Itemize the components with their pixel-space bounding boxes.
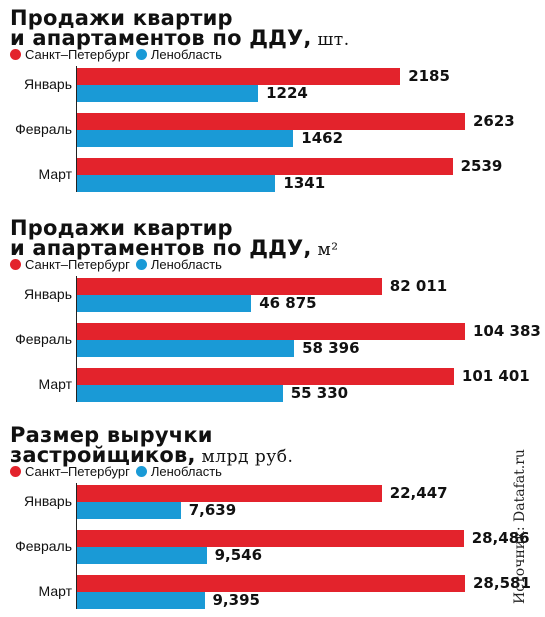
bar-lo <box>77 130 294 147</box>
category-label: Январь <box>24 493 72 509</box>
data-label: 2539 <box>460 157 503 175</box>
bar-lo <box>77 592 205 609</box>
data-label: 46 875 <box>259 294 317 312</box>
legend-item-spb: Санкт–Петербург <box>10 464 130 479</box>
legend: Санкт–Петербург Ленобласть <box>10 47 228 62</box>
data-label: 1341 <box>283 174 326 192</box>
legend-label: Санкт–Петербург <box>25 257 130 272</box>
chart-unit: шт. <box>311 30 350 50</box>
data-label: 2185 <box>408 67 450 85</box>
chart-title: Продажи квартир <box>10 216 233 240</box>
chart-title: Продажи квартир <box>10 6 233 30</box>
data-label: 22,447 <box>389 484 448 502</box>
axis-line <box>76 483 77 609</box>
bar-lo <box>77 340 295 357</box>
chart-title-text: и апартаментов по ДДУ, <box>10 236 312 260</box>
source-note: Источник: Datafat.ru <box>512 449 528 604</box>
bar-spb <box>77 368 454 385</box>
bar-spb <box>77 485 382 502</box>
chart-title-line2: застройщиков, млрд руб. <box>10 445 293 468</box>
data-label: 82 011 <box>389 277 448 295</box>
data-label: 1224 <box>266 84 308 102</box>
bar-spb <box>77 68 401 85</box>
category-label: Январь <box>24 286 72 302</box>
legend-dot-icon <box>10 49 21 60</box>
data-label: 55 330 <box>290 384 349 402</box>
legend-dot-icon <box>135 259 147 270</box>
legend-item-spb: Санкт–Петербург <box>10 257 130 272</box>
axis-line <box>76 66 77 192</box>
axis-line <box>76 276 77 402</box>
bar-spb <box>77 323 465 340</box>
category-label: Март <box>38 166 73 182</box>
category-label: Февраль <box>15 121 72 137</box>
legend-dot-icon <box>135 466 147 477</box>
bar-spb <box>77 575 465 592</box>
data-label: 101 401 <box>461 367 530 385</box>
data-label: 1462 <box>301 129 344 147</box>
legend-item-lo: Ленобласть <box>135 47 222 62</box>
category-label: Февраль <box>15 538 72 554</box>
legend-label: Ленобласть <box>150 257 222 272</box>
category-label: Март <box>38 376 73 392</box>
chart-title-text: и апартаментов по ДДУ, <box>10 26 312 50</box>
data-label: 2623 <box>473 112 515 130</box>
chart-title-line2: и апартаментов по ДДУ, м² <box>10 238 339 261</box>
legend-label: Санкт–Петербург <box>25 47 130 62</box>
legend-item-spb: Санкт–Петербург <box>10 47 130 62</box>
data-label: 58 396 <box>302 339 360 357</box>
category-label: Февраль <box>15 331 72 347</box>
legend-label: Санкт–Петербург <box>25 464 130 479</box>
chart-unit: м² <box>311 240 339 260</box>
data-label: 104 383 <box>473 322 541 340</box>
bar-lo <box>77 175 276 192</box>
legend-label: Ленобласть <box>150 464 222 479</box>
bar-lo <box>77 502 181 519</box>
legend-item-lo: Ленобласть <box>135 464 222 479</box>
data-label: 28,486 <box>471 529 530 547</box>
legend-item-lo: Ленобласть <box>135 257 222 272</box>
data-label: 9,395 <box>212 591 260 609</box>
legend: Санкт–Петербург Ленобласть <box>10 257 228 272</box>
bar-lo <box>77 385 283 402</box>
bar-lo <box>77 85 259 102</box>
data-label: 7,639 <box>188 501 237 519</box>
legend: Санкт–Петербург Ленобласть <box>10 464 228 479</box>
chart-unit: млрд руб. <box>195 447 294 467</box>
chart-title: Размер выручки <box>10 423 213 447</box>
data-label: 9,546 <box>214 546 263 564</box>
chart-title-line2: и апартаментов по ДДУ, шт. <box>10 28 350 51</box>
data-label: 28,581 <box>473 574 531 592</box>
bar-spb <box>77 530 464 547</box>
category-label: Январь <box>24 76 72 92</box>
bar-spb <box>77 278 382 295</box>
bar-spb <box>77 113 465 130</box>
legend-label: Ленобласть <box>150 47 222 62</box>
bar-lo <box>77 547 207 564</box>
legend-dot-icon <box>135 49 147 60</box>
category-label: Март <box>38 583 73 599</box>
legend-dot-icon <box>10 259 21 270</box>
bar-spb <box>77 158 453 175</box>
chart-title-text: застройщиков, <box>10 443 196 467</box>
legend-dot-icon <box>10 466 21 477</box>
bar-lo <box>77 295 252 312</box>
